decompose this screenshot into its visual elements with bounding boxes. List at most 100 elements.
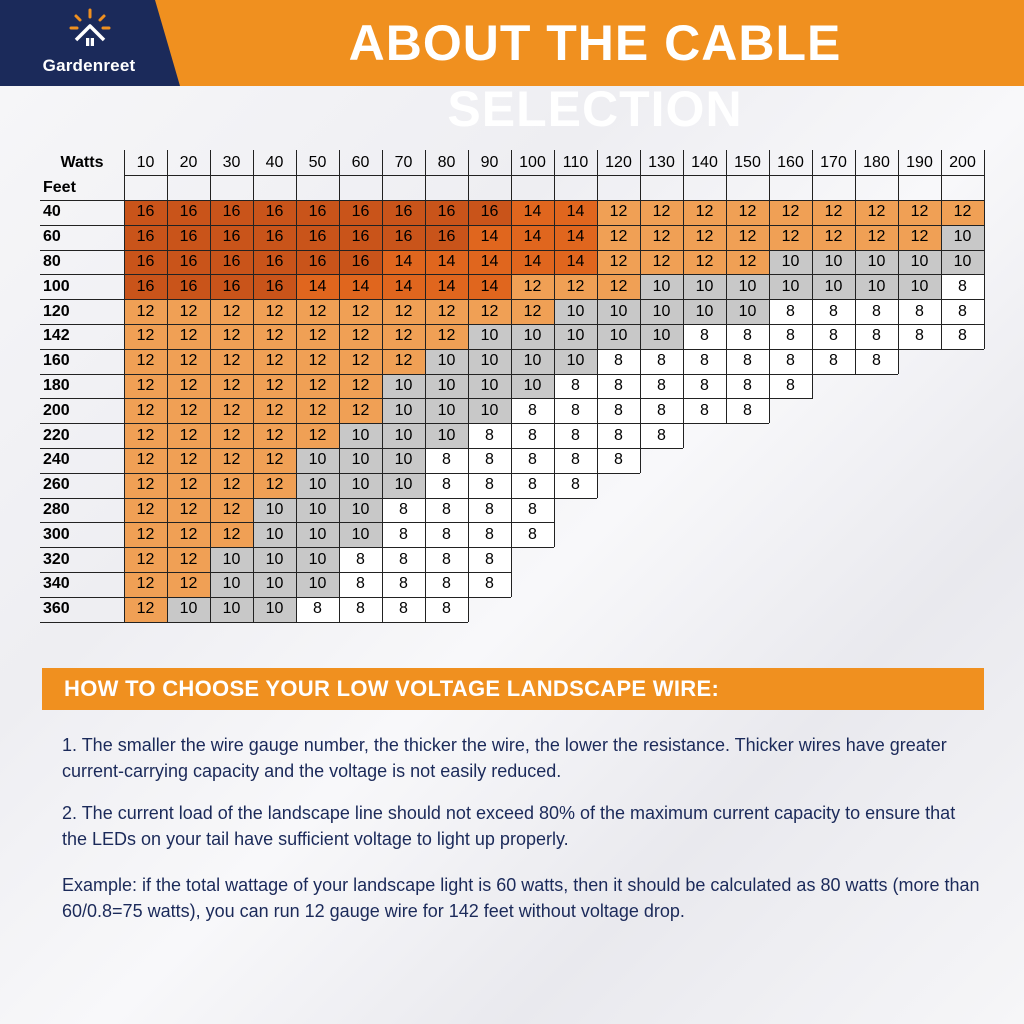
- grid-line: [382, 225, 383, 250]
- grid-line: [812, 324, 813, 349]
- grid-line: [683, 423, 684, 448]
- gauge-cell: 12: [124, 472, 167, 498]
- gauge-cell: 12: [898, 200, 941, 225]
- gauge-cell: 10: [253, 572, 296, 597]
- grid-line: [511, 398, 512, 423]
- grid-line: [683, 398, 684, 423]
- grid-line: [726, 349, 727, 374]
- grid-line: [167, 374, 168, 399]
- grid-line: [253, 225, 254, 250]
- grid-line: [339, 349, 340, 374]
- grid-line: [167, 225, 168, 250]
- grid-line: [124, 274, 125, 299]
- grid-line: [597, 374, 598, 399]
- watts-value: 190: [906, 153, 933, 171]
- gauge-cell: 12: [253, 373, 296, 399]
- grid-line: [511, 200, 512, 225]
- gauge-cell: 12: [769, 224, 812, 250]
- gauge-cell: 14: [425, 274, 468, 300]
- gauge-cell: 8: [511, 497, 554, 523]
- grid-line: [855, 349, 856, 374]
- gauge-cell: 12: [167, 448, 210, 473]
- gauge-cell: 8: [855, 324, 898, 349]
- grid-line: [40, 547, 554, 548]
- gauge-cell: 16: [296, 224, 339, 250]
- gauge-cell: 12: [210, 398, 253, 424]
- grid-line: [210, 423, 211, 448]
- grid-line: [597, 200, 598, 225]
- gauge-cell: 12: [855, 200, 898, 225]
- grid-line: [253, 522, 254, 547]
- gauge-cell: 12: [210, 448, 253, 473]
- grid-line: [984, 324, 985, 349]
- gauge-cell: 8: [425, 547, 468, 572]
- gauge-cell: 10: [769, 274, 812, 300]
- gauge-cell: 12: [167, 299, 210, 324]
- gauge-cell: 12: [726, 249, 769, 275]
- grid-line: [898, 299, 899, 324]
- gauge-cell: 10: [210, 547, 253, 572]
- grid-line: [554, 324, 555, 349]
- gauge-cell: 8: [382, 522, 425, 548]
- grid-line: [40, 423, 769, 424]
- grid-line: [210, 448, 211, 473]
- gauge-cell: 10: [554, 348, 597, 374]
- grid-line: [425, 150, 426, 200]
- gauge-cell: 12: [726, 224, 769, 250]
- watts-value: 40: [265, 153, 284, 171]
- gauge-cell: 16: [124, 274, 167, 300]
- grid-line: [468, 299, 469, 324]
- gauge-cell: 12: [554, 274, 597, 300]
- gauge-cell: 10: [468, 348, 511, 374]
- grid-line: [511, 374, 512, 399]
- gauge-cell: 8: [726, 324, 769, 349]
- grid-line: [511, 250, 512, 275]
- grid-line: [683, 299, 684, 324]
- grid-line: [554, 473, 555, 498]
- grid-line: [898, 250, 899, 275]
- gauge-cell: 8: [382, 596, 425, 622]
- gauge-cell: 16: [124, 249, 167, 275]
- gauge-cell: 12: [296, 324, 339, 349]
- gauge-cell: 8: [769, 324, 812, 349]
- grid-line: [683, 150, 684, 200]
- grid-line: [40, 349, 984, 350]
- grid-line: [40, 597, 511, 598]
- grid-line: [855, 225, 856, 250]
- gauge-cell: 12: [339, 324, 382, 349]
- gauge-cell: 12: [253, 398, 296, 424]
- grid-line: [597, 324, 598, 349]
- grid-line: [382, 299, 383, 324]
- grid-line: [640, 250, 641, 275]
- gauge-cell: 8: [941, 274, 984, 300]
- gauge-cell: 8: [941, 299, 984, 324]
- feet-value: 300: [43, 525, 70, 543]
- gauge-cell: 12: [167, 423, 210, 448]
- gauge-cell: 12: [167, 373, 210, 399]
- grid-line: [296, 274, 297, 299]
- grid-line: [167, 150, 168, 200]
- gauge-cell: 16: [124, 200, 167, 225]
- gauge-cell: 8: [769, 348, 812, 374]
- grid-line: [468, 150, 469, 200]
- gauge-cell: 12: [167, 497, 210, 523]
- sun-roof-icon: [69, 8, 111, 46]
- grid-line: [339, 398, 340, 423]
- gauge-cell: 12: [683, 200, 726, 225]
- grid-line: [898, 349, 899, 374]
- gauge-cell: 10: [296, 497, 339, 523]
- gauge-cell: 12: [124, 299, 167, 324]
- grid-line: [640, 349, 641, 374]
- grid-line: [898, 225, 899, 250]
- grid-line: [425, 200, 426, 225]
- grid-line: [683, 250, 684, 275]
- gauge-cell: 12: [597, 249, 640, 275]
- grid-line: [769, 274, 770, 299]
- grid-line: [210, 250, 211, 275]
- grid-line: [468, 374, 469, 399]
- gauge-cell: 12: [124, 497, 167, 523]
- grid-line: [124, 324, 125, 349]
- guide-heading: HOW TO CHOOSE YOUR LOW VOLTAGE LANDSCAPE…: [42, 668, 984, 710]
- gauge-cell: 8: [339, 572, 382, 597]
- grid-line: [296, 572, 297, 597]
